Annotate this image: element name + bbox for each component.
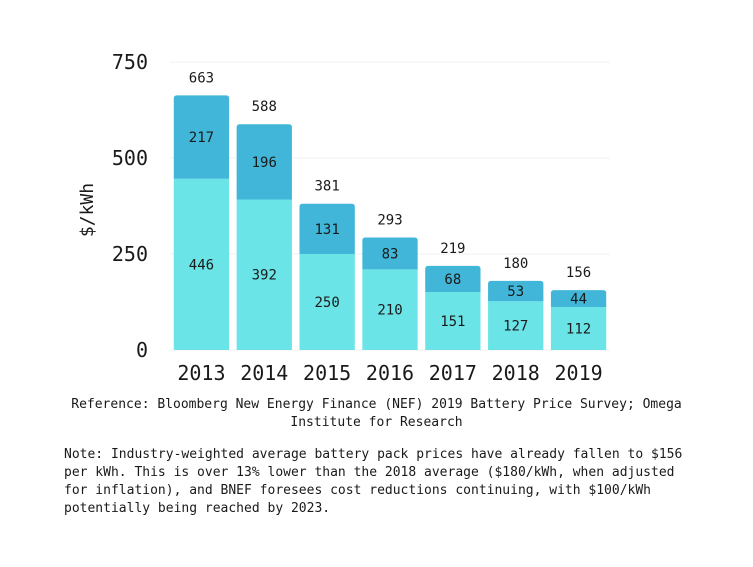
bar-segment-lower	[550, 306, 607, 350]
total-value-label: 588	[252, 99, 277, 115]
x-tick-label: 2019	[554, 361, 602, 385]
x-tick-label: 2018	[492, 361, 540, 385]
total-value-label: 663	[189, 70, 214, 86]
total-value-label: 156	[566, 265, 591, 281]
segment-value-label: 127	[503, 319, 528, 335]
segment-value-label: 112	[566, 321, 591, 337]
bar-segment-lower	[236, 199, 292, 350]
segment-value-label: 151	[440, 314, 465, 330]
x-tick-label: 2017	[429, 361, 477, 385]
segment-value-label: 196	[252, 155, 277, 171]
segment-value-label: 392	[252, 268, 277, 284]
y-tick-label: 0	[136, 338, 148, 362]
bar-segment-upper	[299, 203, 355, 254]
bar-segment-upper	[488, 280, 544, 302]
bar-segment-upper	[236, 124, 292, 200]
total-value-label: 293	[377, 212, 402, 228]
y-axis-label: $/kWh	[77, 183, 98, 237]
bar-segment-lower	[425, 292, 481, 350]
y-tick-label: 500	[112, 146, 148, 170]
segment-value-label: 131	[314, 222, 339, 238]
bar-segment-upper	[550, 290, 607, 307]
segment-value-label: 44	[570, 292, 587, 308]
reference-text: Reference: Bloomberg New Energy Finance …	[71, 397, 682, 430]
total-value-label: 381	[314, 179, 339, 195]
bar-segment-lower	[488, 301, 544, 350]
data-labels: 446 217 663 392 196 588 250 131 381 210 83 293 151 68…	[189, 70, 591, 337]
battery-price-chart: 0 250 500 750 $/kWh 446 217 663 392 196 588 250 13…	[77, 50, 610, 385]
bar-segment-lower	[173, 178, 230, 350]
bar-segment-lower	[362, 269, 418, 350]
bar-segment-upper	[173, 95, 230, 179]
bar-segment-upper	[425, 265, 481, 293]
bars	[173, 95, 607, 350]
x-axis: 2013 2014 2015 2016 2017 2018 2019	[177, 361, 602, 385]
segment-value-label: 210	[377, 303, 402, 319]
segment-value-label: 53	[507, 284, 524, 300]
segment-value-label: 250	[314, 295, 339, 311]
segment-value-label: 83	[382, 246, 399, 262]
total-value-label: 180	[503, 256, 528, 272]
note-text: Note: Industry-weighted average battery …	[64, 447, 683, 516]
segment-value-label: 446	[189, 257, 214, 273]
bar-segment-lower	[299, 254, 355, 350]
y-axis: 0 250 500 750	[112, 50, 148, 362]
total-value-label: 219	[440, 241, 465, 257]
x-tick-label: 2016	[366, 361, 414, 385]
x-tick-label: 2014	[240, 361, 288, 385]
segment-value-label: 217	[189, 130, 214, 146]
y-tick-label: 750	[112, 50, 148, 74]
y-tick-label: 250	[112, 242, 148, 266]
x-tick-label: 2015	[303, 361, 351, 385]
segment-value-label: 68	[444, 272, 461, 288]
x-tick-label: 2013	[177, 361, 225, 385]
bar-segment-upper	[362, 237, 418, 270]
